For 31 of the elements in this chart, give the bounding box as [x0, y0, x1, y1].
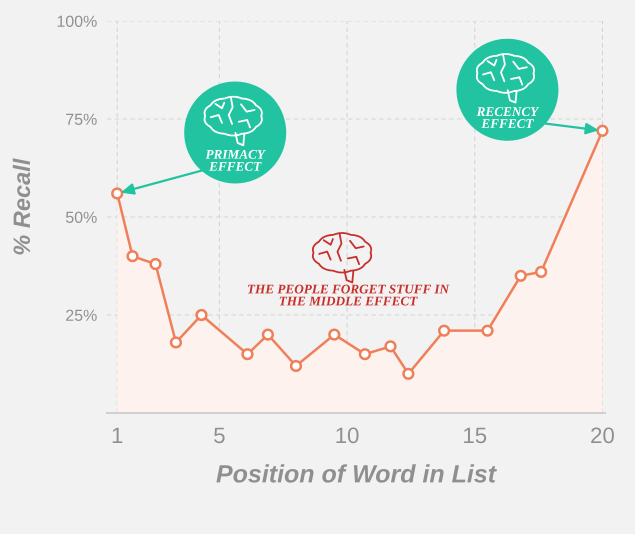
- point: [438, 324, 450, 337]
- y-tick-label: 75%: [66, 114, 97, 125]
- point: [241, 348, 254, 360]
- point: [481, 324, 494, 337]
- annotation: THE PEOPLE FORGET STUFF IN THE MIDDLE EFFECT: [248, 284, 450, 306]
- x-tick-label: 10: [336, 427, 359, 444]
- x-tick-label: 5: [214, 428, 225, 444]
- annotation: RECENCY EFFECT: [476, 107, 540, 128]
- point: [358, 348, 372, 360]
- y-tick-label: 50%: [66, 212, 97, 223]
- point: [596, 124, 609, 137]
- point: [170, 336, 182, 349]
- x-tick-label: 15: [464, 428, 486, 444]
- point: [535, 266, 548, 278]
- x-axis-title: Position of Word in List: [216, 464, 497, 483]
- y-tick-label: 100%: [58, 16, 97, 27]
- point: [402, 368, 414, 380]
- point: [328, 328, 340, 341]
- point: [126, 250, 139, 262]
- point: [514, 270, 527, 282]
- point: [384, 340, 397, 352]
- annotation: PRIMACY EFFECT: [206, 150, 266, 171]
- point: [195, 308, 208, 322]
- point: [149, 258, 162, 270]
- point: [111, 187, 124, 200]
- point: [290, 360, 302, 372]
- y-axis-title: % Recall: [12, 158, 30, 254]
- point: [262, 328, 274, 341]
- x-tick-label: 20: [591, 427, 614, 444]
- x-tick-label: 1: [112, 428, 122, 443]
- y-tick-label: 25%: [66, 310, 97, 321]
